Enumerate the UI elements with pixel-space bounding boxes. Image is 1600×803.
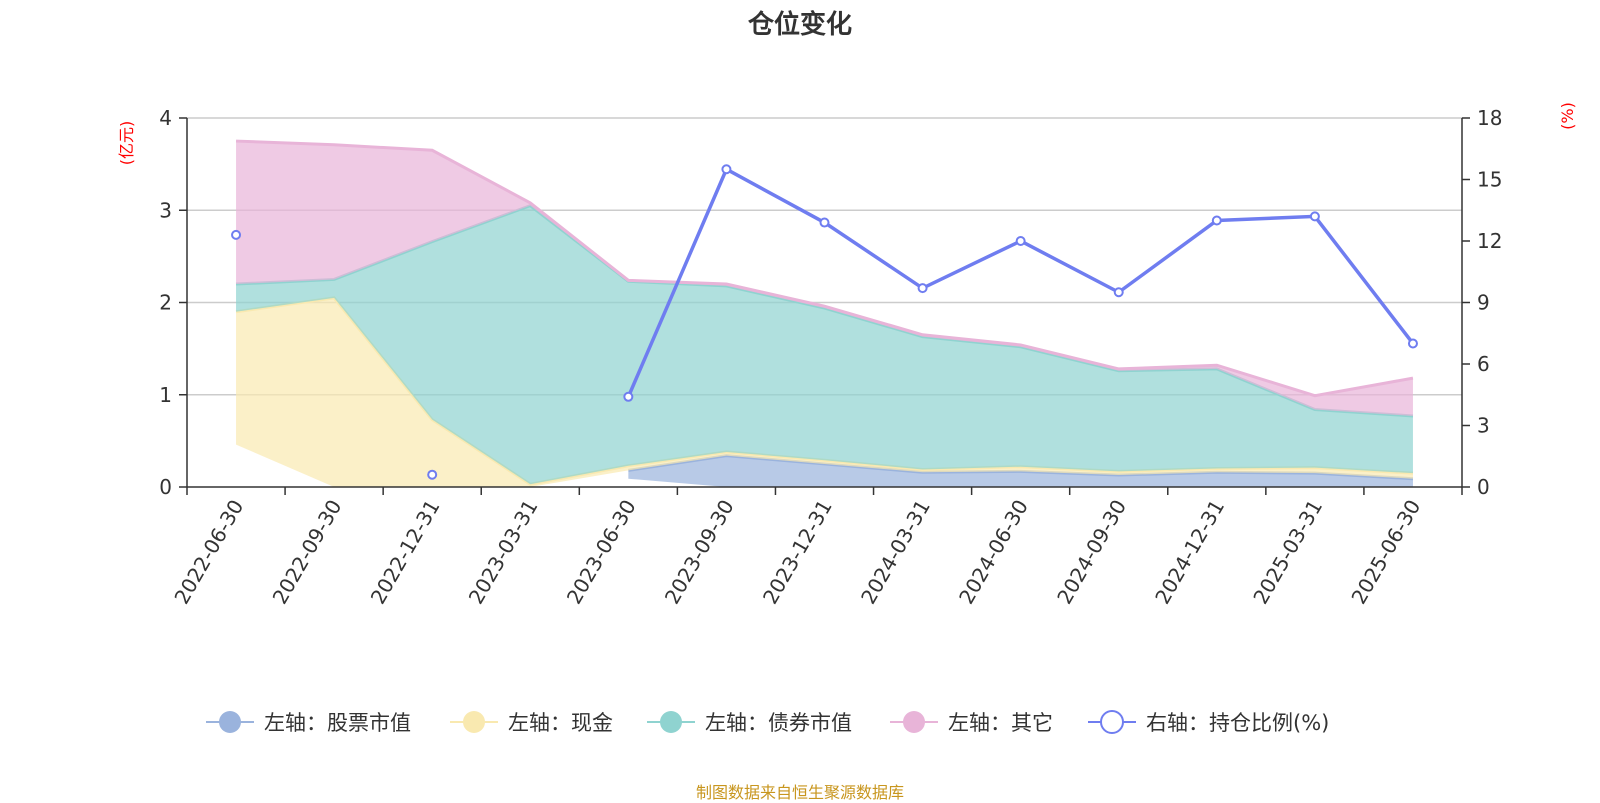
ratio-point [231,229,242,240]
area-3 [236,205,1413,485]
legend-marker [219,711,241,733]
legend-marker [463,711,485,733]
ratio-line [231,164,1418,480]
ratio-point [427,469,438,480]
x-axis-tick-label: 2024-12-31 [1150,496,1229,609]
x-axis-tick-label: 2022-06-30 [169,496,248,609]
legend-item-4: 左轴：其它 [890,711,1053,735]
ratio-point [1211,215,1222,226]
legend-item-3: 左轴：债券市值 [647,711,852,735]
legend-marker-hollow [1100,710,1124,734]
right-axis-unit: (%) [1558,102,1577,130]
legend-label: 左轴：现金 [508,711,613,735]
right-axis-tick-label: 6 [1477,352,1490,376]
area-4 [236,141,1413,416]
x-axis-tick-label: 2024-09-30 [1052,496,1131,609]
area-edge-1 [628,454,1414,481]
right-axis-tick-label: 15 [1477,168,1502,192]
area-1 [628,455,1413,487]
right-axis-tick-label: 9 [1477,291,1490,315]
right-axis-tick-label: 12 [1477,229,1502,253]
area-edge-4 [235,139,1414,398]
ratio-point [721,164,732,175]
left-axis-tick-label: 1 [159,383,172,407]
legend-label: 左轴：债券市值 [705,711,852,735]
legend-label: 左轴：股票市值 [264,711,411,735]
left-axis-tick-label: 2 [159,291,172,315]
legend-item-1: 左轴：股票市值 [206,711,411,735]
ratio-point [1113,287,1124,298]
x-axis-tick-label: 2023-03-31 [464,496,543,609]
stacked-areas [235,139,1414,487]
ratio-point [1309,211,1320,222]
right-axis-tick-label: 3 [1477,414,1490,438]
legend-item-2: 左轴：现金 [450,711,613,735]
x-axis-tick-label: 2023-06-30 [562,496,641,609]
left-axis-unit: (亿元) [117,121,136,166]
legend: 左轴：股票市值 左轴：现金 左轴：债券市值 左轴：其它 右轴：持仓比例(%) [206,710,1329,735]
legend-item-5: 右轴：持仓比例(%) [1088,710,1329,735]
legend-marker [903,711,925,733]
ratio-point [819,217,830,228]
left-axis-tick-label: 3 [159,198,172,222]
x-axis-tick-label: 2024-06-30 [954,496,1033,609]
ratio-point [1407,338,1418,349]
left-axis-tick-label: 4 [159,106,172,130]
ratio-point [1015,236,1026,246]
legend-label: 左轴：其它 [948,711,1053,735]
ratio-point [623,391,634,402]
chart-title: 仓位变化 [747,10,852,40]
x-axis-tick-label: 2025-06-30 [1346,496,1425,609]
left-axis-tick-label: 0 [159,475,172,499]
x-axis-tick-label: 2025-03-31 [1248,496,1327,609]
right-axis-tick-label: 18 [1477,106,1502,130]
legend-marker [660,711,682,733]
data-source-note: 制图数据来自恒生聚源数据库 [695,783,904,802]
x-axis-tick-label: 2024-03-31 [856,496,935,609]
x-axis-tick-label: 2022-12-31 [366,496,445,609]
x-axis-tick-label: 2022-09-30 [268,496,347,609]
x-axis-tick-label: 2023-12-31 [758,496,837,609]
legend-label: 右轴：持仓比例(%) [1146,711,1329,735]
right-axis-tick-label: 0 [1477,475,1490,499]
x-axis-tick-label: 2023-09-30 [660,496,739,609]
ratio-point [917,283,928,294]
